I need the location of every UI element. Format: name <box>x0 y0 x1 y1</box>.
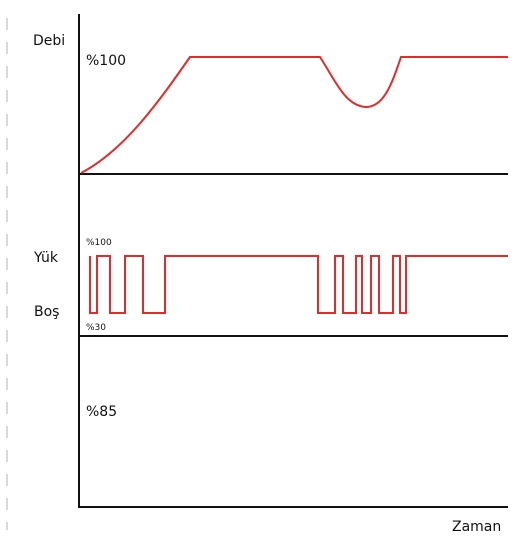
flow-curve <box>80 56 508 174</box>
load-square-wave <box>89 255 508 314</box>
time-axis-label: Zaman <box>452 519 501 535</box>
flow-label: Debi <box>33 33 65 49</box>
flow-percent-label: %100 <box>86 53 126 69</box>
bottom-percent-label: %85 <box>86 404 117 420</box>
load-label: Yük <box>33 250 59 266</box>
load-percent-low-label: %30 <box>86 323 106 333</box>
unload-label: Boş <box>34 304 59 320</box>
load-percent-high-label: %100 <box>86 238 112 248</box>
